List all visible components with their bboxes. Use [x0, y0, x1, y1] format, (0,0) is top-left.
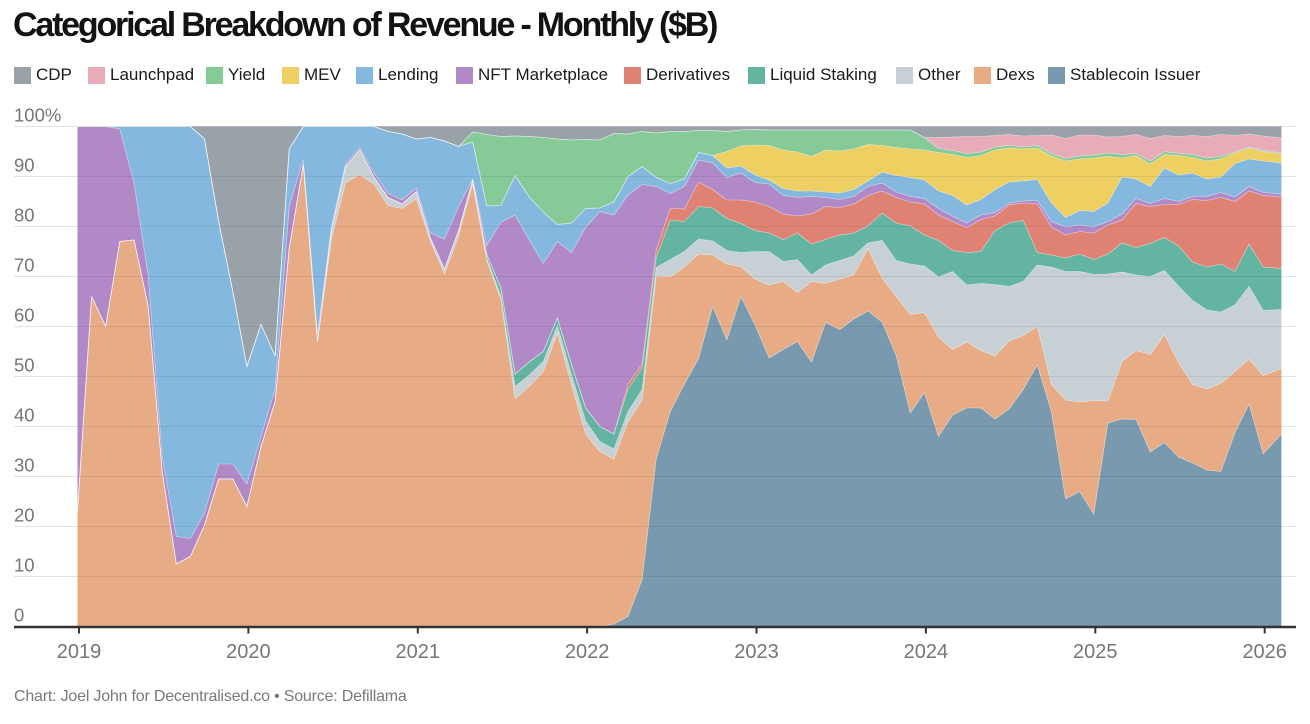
svg-text:0: 0: [14, 605, 24, 626]
svg-text:80: 80: [14, 205, 35, 226]
svg-text:50: 50: [14, 355, 35, 376]
svg-text:2022: 2022: [565, 641, 610, 663]
svg-text:20: 20: [14, 505, 35, 526]
svg-text:30: 30: [14, 455, 35, 476]
svg-text:10: 10: [14, 555, 35, 576]
svg-text:2019: 2019: [57, 641, 102, 663]
svg-text:60: 60: [14, 305, 35, 326]
svg-text:2023: 2023: [734, 641, 779, 663]
svg-text:2025: 2025: [1073, 641, 1118, 663]
svg-text:40: 40: [14, 405, 35, 426]
svg-text:2020: 2020: [226, 641, 271, 663]
svg-text:70: 70: [14, 255, 35, 276]
svg-text:2024: 2024: [904, 641, 949, 663]
svg-text:2026: 2026: [1242, 641, 1287, 663]
svg-text:2021: 2021: [396, 641, 441, 663]
svg-text:100%: 100%: [14, 105, 61, 126]
svg-text:90: 90: [14, 155, 35, 176]
